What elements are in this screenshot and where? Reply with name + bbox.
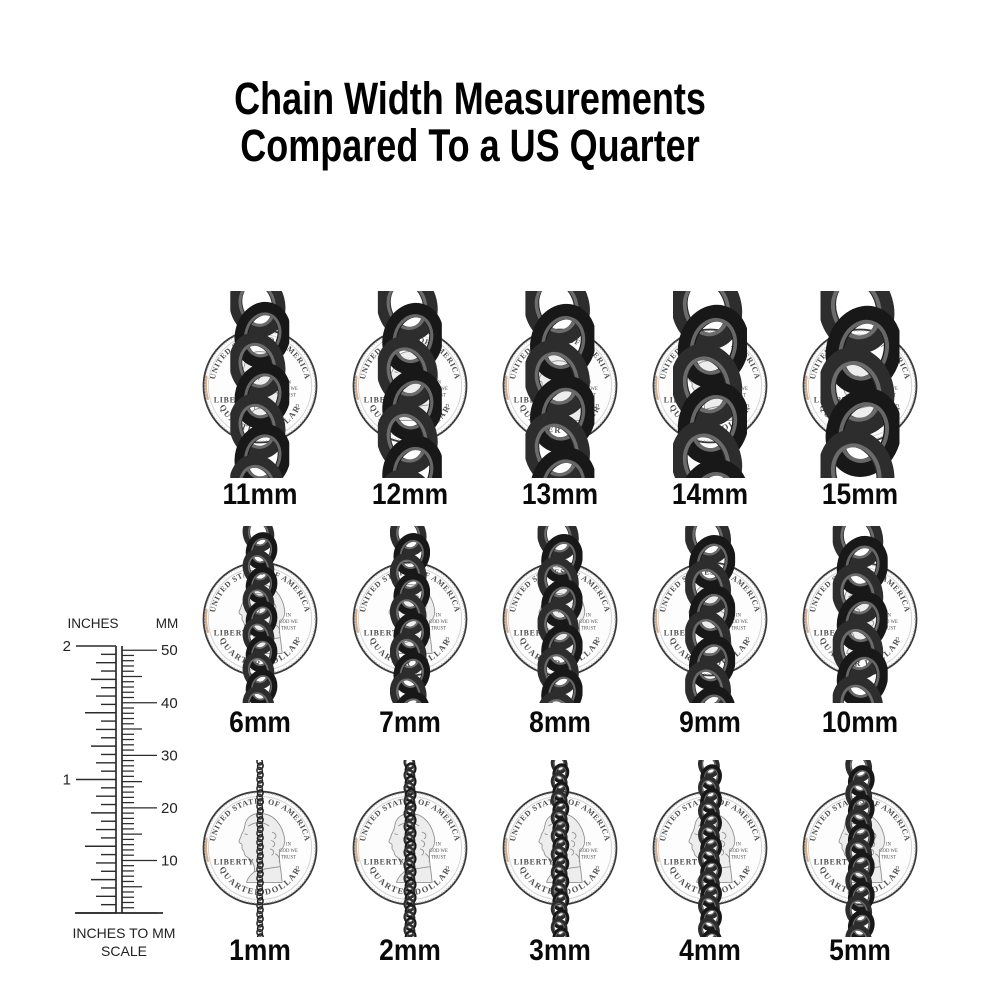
chain-image-15mm [818, 264, 902, 519]
chain-image-10mm [831, 508, 889, 736]
chain-image-8mm [537, 511, 583, 740]
ruler-scale-number: 1 [63, 772, 71, 789]
chain-image-1mm [255, 757, 266, 942]
ruler-scale-number: 10 [161, 852, 178, 869]
chain-width-label: 6mm [229, 706, 291, 739]
chain-image-11mm [229, 271, 291, 521]
ruler-scale-number: 40 [161, 695, 178, 712]
chain-width-label: 4mm [679, 934, 741, 967]
chain-width-label: 13mm [521, 478, 599, 511]
chain-image-14mm [670, 266, 750, 542]
chain-width-label: 1mm [229, 934, 291, 967]
cell-10mm: 10mm [785, 508, 935, 748]
cell-15mm: 15mm [785, 264, 935, 523]
ruler-scale-numbers: 2 1 50 40 30 20 10 [63, 638, 178, 869]
cell-8mm: 8mm [485, 511, 635, 748]
chain-width-label: 12mm [371, 478, 449, 511]
page-title: Chain Width Measurements Compared To a U… [94, 73, 846, 171]
chain-width-label: 5mm [829, 934, 891, 967]
ruler-footer-line2: SCALE [101, 943, 147, 959]
ruler-scale-number: 50 [161, 642, 178, 659]
cell-3mm: 3mm [485, 754, 635, 976]
chain-image-3mm [550, 754, 571, 948]
chain-image-13mm [523, 267, 597, 525]
cell-11mm: 11mm [185, 271, 335, 523]
ruler-scale-lines [75, 645, 163, 914]
chain-image-6mm [242, 515, 278, 724]
cell-1mm: 1mm [185, 757, 335, 976]
chain-width-label: 2mm [379, 934, 441, 967]
ruler-scale-number: 30 [161, 747, 178, 764]
page-title-line2: Compared To a US Quarter [240, 119, 700, 171]
chain-width-label: 9mm [679, 706, 741, 739]
chain-image-9mm [684, 509, 736, 741]
ruler-footer-line1: INCHES TO MM [73, 925, 176, 941]
ruler-scale-number: 20 [161, 800, 178, 817]
cell-9mm: 9mm [635, 509, 785, 748]
cell-7mm: 7mm [335, 513, 485, 748]
cell-4mm: 4mm [635, 752, 785, 976]
ruler-inches-header: INCHES [67, 616, 118, 631]
size-row-6-10mm: 6mm 7mm 8mm 9mm 10mm [185, 508, 935, 748]
cell-2mm: 2mm [335, 755, 485, 976]
chain-width-label: 11mm [222, 478, 298, 511]
chain-image-12mm [376, 269, 444, 541]
chain-width-label: 15mm [821, 478, 899, 511]
cell-12mm: 12mm [335, 269, 485, 541]
ruler-mm-header: MM [156, 616, 179, 631]
chain-width-label: 7mm [379, 706, 441, 739]
size-row-1-5mm: 1mm 2mm 3mm 4mm 5mm [185, 750, 935, 976]
cell-5mm: 5mm [785, 750, 935, 976]
chain-width-label: 14mm [671, 478, 749, 511]
chain-width-label: 10mm [821, 706, 899, 739]
inches-to-mm-ruler: INCHES MM 2 1 50 40 30 20 10 INCHES TO MM SCAL… [63, 616, 179, 959]
chain-image-7mm [389, 513, 431, 735]
chain-width-label: 3mm [529, 934, 591, 967]
chain-width-label: 8mm [529, 706, 591, 739]
chain-image-2mm [402, 755, 418, 944]
size-row-11-15mm: 11mm 12mm 13mm 14mm 15mm [185, 264, 935, 542]
cell-13mm: 13mm [485, 267, 635, 525]
ruler-scale-number: 2 [63, 638, 71, 655]
cell-14mm: 14mm [635, 266, 785, 542]
page-title-line1: Chain Width Measurements [234, 73, 706, 124]
chain-image-5mm [845, 750, 875, 956]
chain-image-4mm [697, 752, 722, 955]
